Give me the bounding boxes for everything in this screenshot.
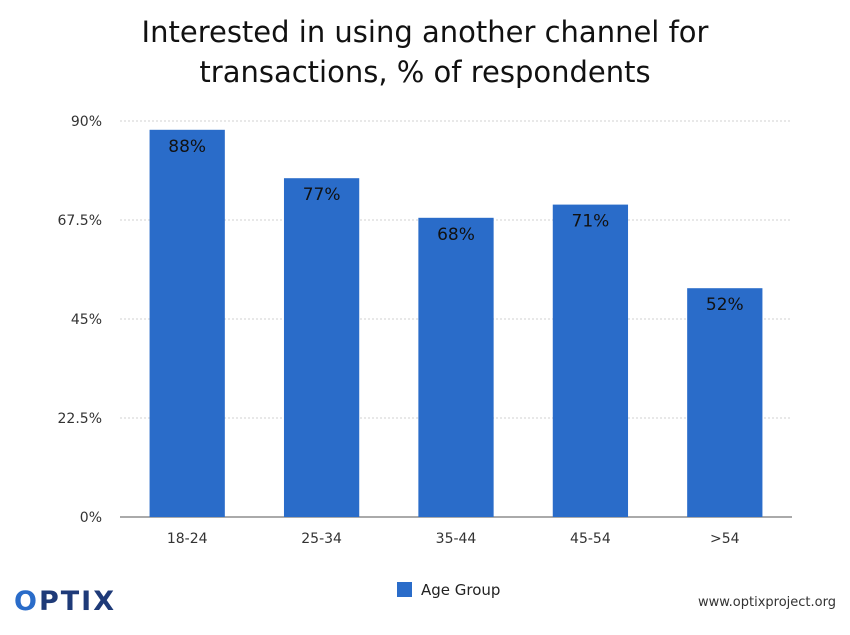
chart-title: Interested in using another channel for … xyxy=(0,12,850,92)
y-tick-label: 0% xyxy=(80,510,102,526)
website-url: www.optixproject.org xyxy=(697,595,836,610)
chart-title-line-1: Interested in using another channel for xyxy=(141,15,709,49)
data-label: 88% xyxy=(168,137,206,157)
x-tick-label: >54 xyxy=(710,531,740,547)
logo-o-mark: O xyxy=(14,586,39,617)
data-label: 68% xyxy=(437,225,475,245)
optix-logo: OPTIX xyxy=(14,586,116,617)
y-tick-label: 90% xyxy=(71,114,102,130)
data-label: 77% xyxy=(303,185,341,205)
y-tick-label: 22.5% xyxy=(58,411,102,427)
y-tick-label: 67.5% xyxy=(58,213,102,229)
bar xyxy=(552,204,629,517)
bar xyxy=(149,129,225,518)
y-tick-label: 45% xyxy=(71,312,102,328)
legend-swatch xyxy=(397,582,412,597)
chart-title-line-2: transactions, % of respondents xyxy=(199,55,651,89)
legend-label: Age Group xyxy=(421,581,500,599)
x-tick-label: 35-44 xyxy=(436,531,477,547)
bar xyxy=(418,217,494,518)
logo-text: PTIX xyxy=(38,586,117,617)
bar xyxy=(283,178,360,517)
x-tick-label: 45-54 xyxy=(570,531,611,547)
data-label: 52% xyxy=(706,295,744,315)
x-tick-label: 25-34 xyxy=(301,531,342,547)
bar xyxy=(687,288,763,517)
x-tick-label: 18-24 xyxy=(167,531,208,547)
data-label: 71% xyxy=(572,212,610,232)
